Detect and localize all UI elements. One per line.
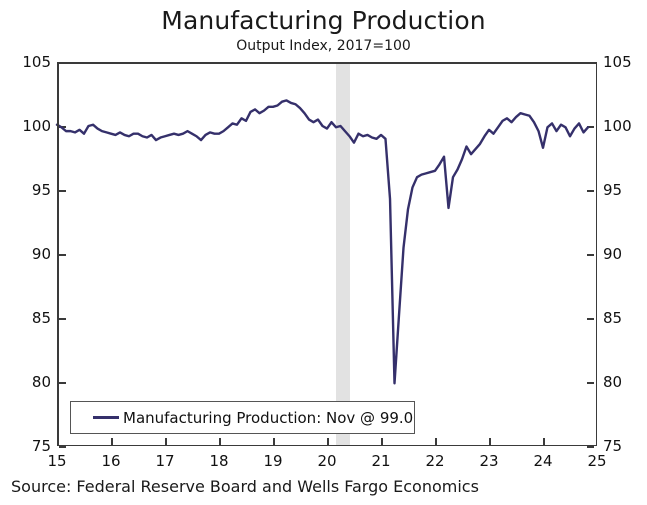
recession-band [336,63,350,446]
y-axis-label-left: 105 [22,53,51,71]
y-axis-label-left: 85 [31,309,51,327]
x-tick [543,437,545,445]
y-tick-l [58,318,66,320]
plot-top-border [57,62,597,64]
x-tick [381,437,383,445]
y-axis-label-right: 105 [603,53,632,71]
series-line [55,99,590,385]
x-axis-label: 19 [263,452,283,470]
chart-legend: Manufacturing Production: Nov @ 99.0 [70,401,415,434]
x-axis-label: 17 [155,452,175,470]
x-axis-label: 18 [209,452,229,470]
legend-entry-label: Manufacturing Production: Nov @ 99.0 [123,408,414,427]
y-tick-r [587,382,594,384]
chart-subtitle: Output Index, 2017=100 [236,38,411,54]
x-axis-label: 15 [47,452,67,470]
x-tick [327,437,329,445]
y-tick-r [587,126,594,128]
x-tick [219,437,221,445]
y-axis-right-line [595,62,597,446]
y-axis-label-right: 100 [603,117,632,135]
y-tick-l [58,446,66,448]
x-tick [435,437,437,445]
y-tick-l [58,254,66,256]
legend-color-swatch [93,416,119,419]
y-tick-l [58,382,66,384]
y-axis-label-right: 90 [603,245,623,263]
x-axis-label: 20 [317,452,337,470]
x-axis-label: 24 [533,452,553,470]
y-axis-label-right: 80 [603,373,623,391]
y-tick-r [587,190,594,192]
x-axis-label: 25 [587,452,607,470]
y-axis-left-line [57,62,59,446]
chart-title: Manufacturing Production [161,6,486,35]
x-tick [489,437,491,445]
y-axis-label-left: 100 [22,117,51,135]
y-axis-label-left: 80 [31,373,51,391]
y-tick-r [587,254,594,256]
y-axis-label-right: 95 [603,181,623,199]
x-axis-label: 22 [425,452,445,470]
y-axis-label-right: 75 [603,437,623,455]
y-tick-l [58,190,66,192]
plot-area: 75 80 85 90 95 100 105 75 80 85 90 95 100 105 15 16 17… [22,53,631,470]
x-axis-label: 23 [479,452,499,470]
y-tick-r [587,318,594,320]
x-tick [273,437,275,445]
y-axis-label-left: 75 [31,437,51,455]
y-tick-r [587,446,594,448]
x-tick [111,437,113,445]
x-axis-label: 21 [371,452,391,470]
x-axis-label: 16 [101,452,121,470]
y-axis-label-right: 85 [603,309,623,327]
x-tick [165,437,167,445]
x-axis-line [57,444,597,446]
source-note: Source: Federal Reserve Board and Wells … [11,477,479,496]
y-axis-label-left: 90 [31,245,51,263]
data-series-manufacturing-production [55,99,590,385]
y-axis-label-left: 95 [31,181,51,199]
